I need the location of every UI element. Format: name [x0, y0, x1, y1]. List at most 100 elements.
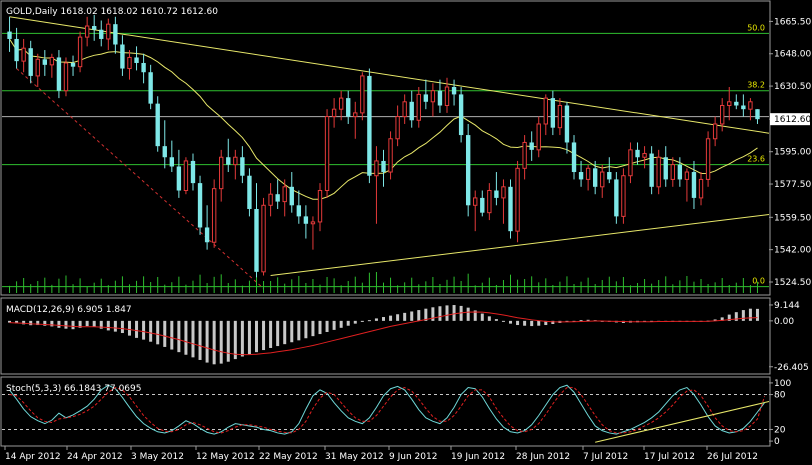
macd-histogram-bar [8, 320, 12, 323]
candle-body [127, 56, 132, 70]
macd-histogram-bar [78, 320, 82, 328]
macd-histogram-bar [297, 320, 301, 341]
candle-body [141, 62, 146, 73]
macd-histogram-bar [22, 320, 26, 325]
macd-histogram-bar [205, 320, 209, 363]
macd-label: MACD(12,26,9) 6.905 1.847 [6, 305, 132, 315]
stoch-panel: 100 80 20 0 [2, 379, 791, 447]
macd-histogram-bar [240, 320, 244, 357]
x-axis: 14 Apr 2012 24 Apr 2012 3 May 2012 12 May 2… [4, 446, 758, 462]
x-tick-label: 14 Apr 2012 [5, 452, 61, 462]
macd-histogram-bar [135, 320, 139, 338]
candle-body [409, 101, 414, 121]
candle-body [346, 98, 351, 117]
macd-signal-line [9, 311, 758, 356]
candle-body [99, 29, 104, 39]
macd-histogram-bar [360, 320, 364, 322]
candle-body [7, 31, 12, 39]
candle-body [35, 58, 40, 77]
candle-body [28, 48, 33, 76]
macd-histogram-bar [99, 320, 103, 329]
macd-histogram-bar [551, 320, 555, 324]
candle-body [755, 109, 760, 120]
stoch-y-tick-label: 0 [774, 437, 780, 447]
y-tick-label: 1577.50 [774, 180, 811, 190]
stoch-panel-border [0, 376, 771, 447]
candle-body [282, 186, 287, 203]
macd-histogram-bar [480, 313, 484, 321]
candle-body [480, 197, 485, 213]
upper-trendline [9, 16, 770, 134]
candle-body [600, 171, 605, 188]
candle-body [501, 186, 506, 199]
y-tick-label: 1648.00 [774, 50, 811, 60]
macd-histogram-bar [15, 320, 19, 324]
macd-histogram-bar [57, 320, 61, 328]
candle-body [134, 57, 139, 63]
candle-body [705, 138, 711, 180]
candle-body [550, 98, 556, 128]
macd-histogram-bar [367, 320, 371, 322]
candle-body [268, 193, 273, 206]
x-tick-label: 24 Apr 2012 [67, 452, 123, 462]
candle-body [275, 194, 280, 202]
macd-histogram-bar [191, 320, 195, 358]
macd-histogram-bar [332, 320, 336, 330]
macd-histogram-bar [530, 320, 534, 327]
candle-body [169, 157, 175, 167]
candle-body [289, 186, 294, 206]
candle-body [423, 94, 429, 102]
candle-body [56, 57, 62, 91]
macd-histogram-bar [254, 320, 258, 353]
macd-histogram-bar [424, 308, 428, 321]
candle-body [113, 24, 118, 45]
candle-body [494, 190, 499, 198]
candle-body [395, 116, 400, 140]
fib-label-1: 38.2 [747, 81, 765, 90]
candle-body [515, 167, 520, 232]
candle-body [367, 75, 372, 176]
candle-body [148, 72, 153, 104]
stoch-k-line [9, 384, 765, 435]
macd-histogram-bar [318, 320, 322, 335]
candle-body [614, 179, 619, 217]
macd-histogram-bar [494, 319, 498, 321]
candle-body [360, 75, 365, 114]
macd-histogram-bar [417, 310, 421, 321]
macd-histogram-bar [163, 320, 167, 347]
candle-body [381, 160, 386, 173]
candle-body [557, 104, 563, 129]
macd-histogram-bar [325, 320, 329, 332]
candle-body [261, 204, 266, 273]
x-tick-label: 12 May 2012 [196, 452, 255, 462]
macd-histogram-bar [50, 320, 54, 327]
macd-histogram-bar [438, 306, 442, 321]
last-price-box [770, 113, 810, 126]
candle-body [416, 93, 421, 121]
candle-body [748, 101, 753, 110]
candle-body [536, 123, 541, 151]
candle-body [240, 157, 245, 176]
y-tick-label: 1665.50 [774, 17, 811, 27]
macd-histogram-bar [64, 320, 68, 329]
candle-body [388, 138, 393, 173]
lower-trendline [270, 214, 770, 277]
candle-body [120, 44, 125, 69]
macd-histogram-bar [198, 320, 202, 360]
candle-body [310, 221, 316, 225]
x-tick-label: 3 May 2012 [131, 452, 184, 462]
macd-histogram-bar [389, 315, 393, 321]
candle-body [741, 105, 746, 110]
candle-body [642, 153, 647, 158]
macd-histogram-bar [755, 308, 759, 321]
candle-body [656, 156, 661, 188]
macd-histogram-bar [537, 320, 541, 326]
candle-body [543, 97, 548, 125]
x-tick-label: 28 Jun 2012 [516, 452, 570, 462]
macd-histogram-bar [579, 320, 583, 322]
stoch-y-tick-label: 80 [774, 391, 786, 401]
macd-histogram-bar [713, 319, 717, 321]
main-panel-border [0, 0, 771, 296]
candle-body [487, 190, 492, 214]
x-tick-label: 9 Jun 2012 [389, 452, 437, 462]
